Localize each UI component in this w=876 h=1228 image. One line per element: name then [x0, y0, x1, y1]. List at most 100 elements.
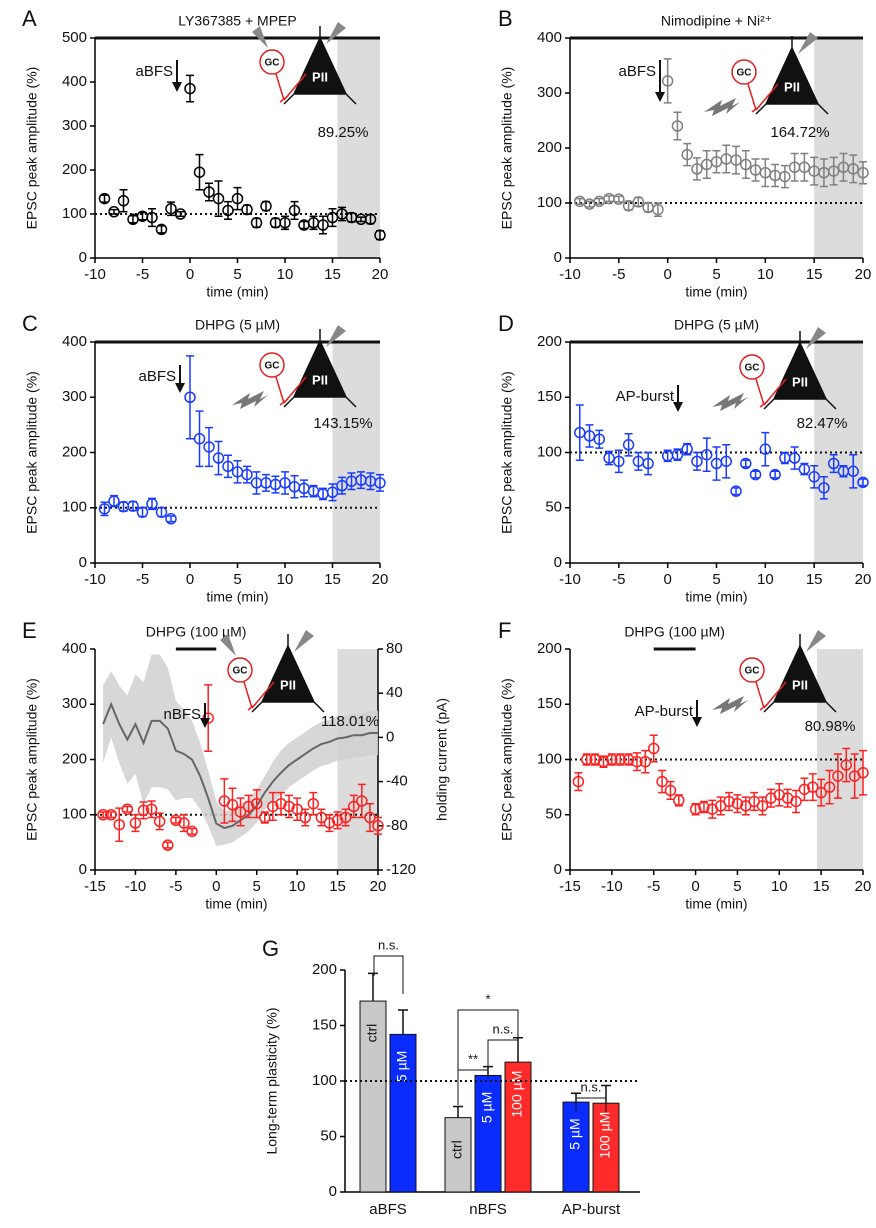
data-point [847, 465, 859, 478]
data-point [857, 167, 869, 179]
shade-region [337, 38, 380, 258]
data-point [779, 170, 791, 183]
gc-label: GC [265, 58, 280, 69]
error-bar [300, 220, 308, 230]
x-tick-label: -10 [601, 878, 623, 895]
cell-diagram: PII GC [712, 327, 837, 411]
x-tick-label: -10 [125, 878, 147, 895]
error-bar [214, 180, 223, 217]
data-point [681, 148, 693, 161]
data-point [137, 804, 150, 817]
y-tick-label: 100 [62, 205, 87, 222]
data-point [317, 219, 329, 231]
data-point [613, 455, 625, 468]
data-point [331, 814, 344, 827]
y-tick-label: 400 [62, 640, 87, 657]
error-bar [733, 794, 742, 814]
data-point [583, 430, 596, 442]
error-bar [649, 734, 658, 763]
data-point [740, 158, 752, 171]
ltp-annotation: 118.01% [321, 713, 379, 730]
data-point [155, 506, 168, 518]
error-bar [771, 470, 780, 479]
y-tick-label: 300 [537, 84, 562, 101]
data-point [222, 460, 234, 473]
panel-letter: C [22, 311, 38, 336]
gc-cell [259, 49, 285, 75]
y-axis-label: EPSC peak amplitude (%) [499, 67, 515, 230]
stimulator [712, 393, 748, 411]
y-tick-label: 100 [62, 806, 87, 823]
y2-tick-label: 0 [386, 728, 394, 745]
error-bar [195, 410, 204, 468]
y-axis-label: EPSC peak amplitude (%) [499, 678, 515, 841]
x-tick-label: -5 [136, 571, 149, 588]
error-bar [99, 811, 108, 819]
error-bar [673, 111, 682, 141]
data-point [279, 477, 291, 489]
x-tick-label: -10 [559, 571, 581, 588]
y2-axis-label: holding current (pA) [434, 698, 450, 821]
y-tick-label: 0 [329, 1183, 337, 1200]
pii-cell [251, 634, 325, 713]
error-bar [614, 449, 623, 474]
data-point [364, 213, 377, 226]
error-bar [722, 144, 731, 174]
data-point [580, 753, 593, 766]
pipette [326, 325, 346, 347]
x-tick-label: -5 [612, 266, 625, 283]
y-tick-label: 300 [62, 117, 87, 134]
data-point [226, 799, 239, 811]
pipette [294, 630, 314, 652]
data-point [212, 452, 225, 464]
x-tick-label: 15 [813, 878, 830, 895]
data-point [691, 163, 703, 175]
y-tick-label: 200 [537, 640, 562, 657]
data-point [97, 809, 109, 821]
pipette [806, 630, 826, 652]
error-bar [119, 189, 128, 213]
gc-axon [275, 73, 307, 103]
data-point [347, 800, 360, 813]
stim-arrowhead [692, 717, 702, 727]
error-bar [585, 200, 594, 208]
x-tick-label: 10 [771, 878, 788, 895]
error-bar [268, 791, 277, 822]
data-point [720, 455, 733, 468]
ltp-annotation: 80.98% [805, 718, 856, 735]
data-point [661, 75, 674, 87]
error-bar [293, 797, 302, 822]
y-tick-label: 0 [79, 861, 87, 878]
data-point [105, 809, 117, 821]
bar [474, 1074, 502, 1193]
stim-arrowhead [175, 383, 185, 393]
data-point [749, 468, 762, 481]
x-tick-label: 0 [186, 266, 194, 283]
data-point [847, 163, 859, 175]
error-bar [663, 58, 672, 104]
data-point [136, 506, 149, 518]
error-bar [148, 207, 156, 228]
error-bar [819, 158, 828, 188]
pii-cell [763, 634, 837, 713]
gc-axon [755, 681, 787, 711]
data-point [593, 433, 606, 445]
error-bar [859, 161, 867, 185]
data-point [606, 753, 618, 766]
x-axis-label: time (min) [685, 896, 747, 912]
x-tick-label: 15 [324, 571, 341, 588]
data-point [840, 759, 853, 771]
bar [389, 1033, 417, 1193]
y-axis-label: EPSC peak amplitude (%) [24, 371, 40, 534]
x-axis-label: time (min) [206, 284, 268, 300]
error-bar [186, 355, 194, 440]
data-point [186, 825, 198, 838]
panel-letter: G [262, 936, 279, 961]
cell-diagram: PII GC [704, 32, 829, 116]
x-axis-label: time (min) [685, 589, 747, 605]
error-bar [632, 752, 641, 772]
error-bar [453, 1105, 463, 1118]
x-tick-label: 10 [757, 571, 774, 588]
error-bar [702, 437, 711, 473]
